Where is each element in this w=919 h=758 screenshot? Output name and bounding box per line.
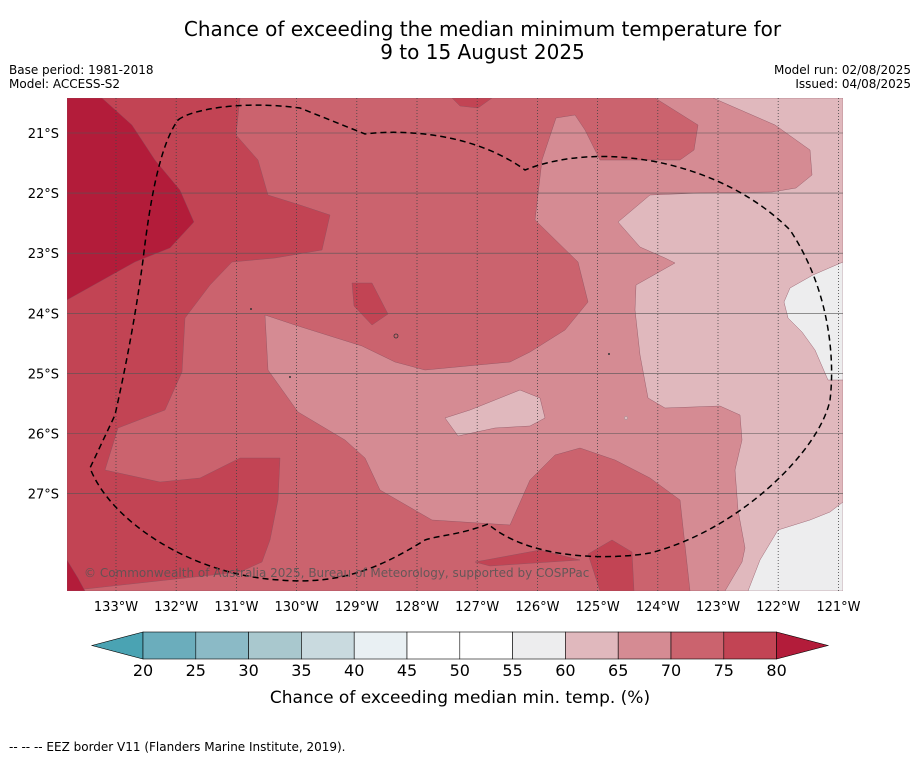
colorbar-segment (617, 631, 672, 660)
latitude-labels: 21°S 22°S 23°S 24°S 25°S 26°S 27°S (28, 127, 59, 503)
lat-label: 23°S (28, 247, 59, 262)
colorbar-tick: 55 (502, 661, 522, 680)
lon-label: 133°W (94, 600, 138, 615)
lon-label: 130°W (275, 600, 319, 615)
lon-label: 124°W (636, 600, 680, 615)
model-text: Model: ACCESS-S2 (9, 77, 121, 91)
lat-label: 21°S (28, 127, 59, 142)
colorbar-tick: 30 (238, 661, 258, 680)
colorbar-tick: 80 (766, 661, 786, 680)
lon-label: 122°W (756, 600, 800, 615)
forecast-map: © Commonwealth of Australia 2025, Bureau… (28, 98, 861, 708)
colorbar-segment (459, 631, 513, 660)
meta-right: Model run: 02/08/2025 Issued: 04/08/2025 (774, 63, 911, 91)
lat-label: 22°S (28, 187, 59, 202)
tiny-islands (250, 308, 628, 420)
colorbar-segment (195, 631, 249, 660)
region-75-south (587, 539, 635, 591)
region-60-east (617, 98, 843, 591)
meta-left: Base period: 1981-2018 Model: ACCESS-S2 (9, 63, 154, 91)
region-80-west (67, 98, 195, 301)
colorbar-tick: 20 (133, 661, 153, 680)
lon-label: 129°W (335, 600, 379, 615)
title-line-2: 9 to 15 August 2025 (380, 40, 585, 64)
region-55-southeast (747, 501, 843, 591)
colorbar-segment (512, 631, 566, 660)
footer-note: -- -- -- EEZ border V11 (Flanders Marine… (9, 740, 346, 754)
colorbar: 20 25 30 35 40 45 50 55 60 65 70 75 80 (90, 631, 830, 680)
colorbar-under-arrow (90, 631, 144, 660)
lat-label: 25°S (28, 367, 59, 382)
map-area (67, 98, 843, 591)
copyright-text: © Commonwealth of Australia 2025, Bureau… (84, 566, 589, 580)
colorbar-tick: 70 (661, 661, 681, 680)
lon-label: 128°W (395, 600, 439, 615)
colorbar-segment (406, 631, 461, 660)
region-55-east (783, 261, 843, 381)
eez-border (89, 104, 833, 582)
region-75-bottom (474, 549, 581, 567)
colorbar-tick: 25 (186, 661, 206, 680)
colorbar-over-arrow (776, 631, 830, 660)
model-run-text: Model run: 02/08/2025 (773, 63, 911, 77)
colorbar-tick: 45 (397, 661, 417, 680)
colorbar-segment (670, 631, 725, 660)
colorbar-label: Chance of exceeding median min. temp. (%… (270, 688, 650, 708)
lon-label: 127°W (455, 600, 499, 615)
colorbar-tick: 35 (291, 661, 311, 680)
longitude-labels: 133°W 132°W 131°W 130°W 129°W 128°W 127°W 126°W… (94, 600, 861, 615)
colorbar-tick: 40 (344, 661, 364, 680)
colorbar-tick: 65 (608, 661, 628, 680)
colorbar-segment (301, 631, 355, 660)
gridlines (67, 98, 843, 591)
lon-label: 126°W (515, 600, 559, 615)
colorbar-segment (565, 631, 619, 660)
colorbar-tick: 50 (450, 661, 470, 680)
lat-label: 24°S (28, 307, 59, 322)
base-period-text: Base period: 1981-2018 (9, 63, 154, 77)
colorbar-segment (353, 631, 408, 660)
colorbar-tick: 60 (555, 661, 575, 680)
lat-label: 26°S (28, 428, 59, 443)
region-75-north (451, 98, 493, 109)
title-line-1: Chance of exceeding the median minimum t… (183, 17, 782, 41)
lon-label: 123°W (696, 600, 740, 615)
colorbar-tick: 75 (714, 661, 734, 680)
colorbar-segment (142, 631, 197, 660)
issued-text: Issued: 04/08/2025 (795, 77, 911, 91)
colorbar-segment (248, 631, 302, 660)
lon-label: 131°W (214, 600, 258, 615)
lon-label: 132°W (154, 600, 198, 615)
chart-title: Chance of exceeding the median minimum t… (0, 18, 919, 64)
region-80-southwest (67, 559, 86, 591)
lon-label: 121°W (816, 600, 860, 615)
lat-label: 27°S (28, 488, 59, 503)
region-75-small (351, 282, 389, 326)
lon-label: 125°W (576, 600, 620, 615)
colorbar-segment (723, 631, 777, 660)
